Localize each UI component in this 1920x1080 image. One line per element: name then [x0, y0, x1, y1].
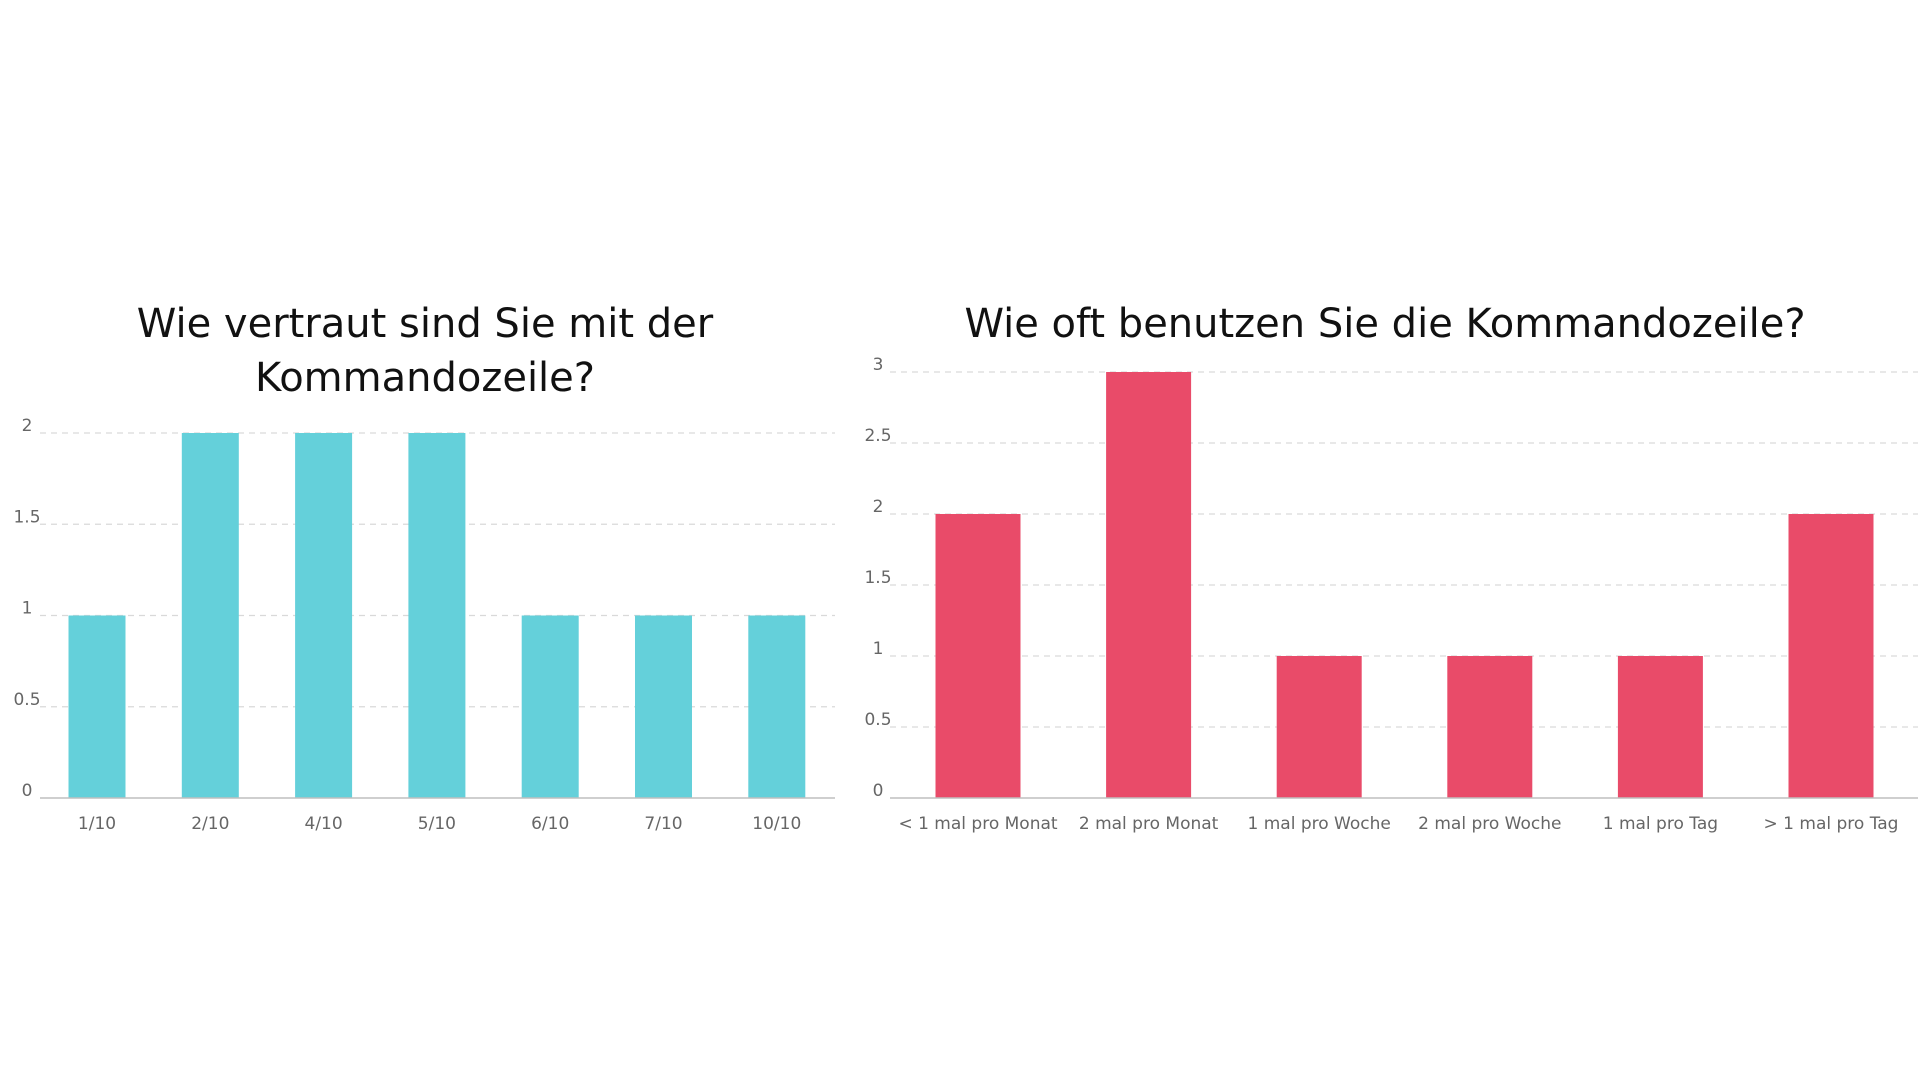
- chart-title-line-2: Kommandozeile?: [254, 355, 596, 401]
- y-tick-label: 0.5: [13, 690, 40, 710]
- bar: [68, 615, 126, 798]
- x-tick-label: 2 mal pro Woche: [1418, 814, 1561, 834]
- y-tick-label: 2.5: [864, 426, 891, 446]
- y-tick-label: 1: [22, 599, 33, 619]
- bar: [1276, 656, 1362, 798]
- bar: [1617, 656, 1703, 798]
- y-tick-label: 3: [873, 355, 884, 375]
- x-tick-label: 1/10: [78, 814, 116, 834]
- bar-chart-familiarity: 0 0.5 1 1.5 2 1/10 2/10 4/10 5/10 6/10 7/10 10/10: [13, 416, 835, 834]
- x-tick-label: 7/10: [644, 814, 682, 834]
- chart-title: Wie oft benutzen Sie die Kommandozeile?: [850, 297, 1920, 351]
- bar: [748, 615, 806, 798]
- x-tick-label: 1 mal pro Woche: [1248, 814, 1391, 834]
- y-tick-label: 1.5: [13, 507, 40, 527]
- bar: [1788, 514, 1874, 798]
- x-tick-label: < 1 mal pro Monat: [898, 814, 1057, 834]
- bar: [1447, 656, 1533, 798]
- chart-title-line-1: Wie oft benutzen Sie die Kommandozeile?: [964, 301, 1806, 347]
- x-tick-label: 4/10: [305, 814, 343, 834]
- y-tick-label: 1: [873, 639, 884, 659]
- x-tick-label: 2/10: [191, 814, 229, 834]
- x-tick-label: 6/10: [531, 814, 569, 834]
- chart-title-line-1: Wie vertraut sind Sie mit der: [136, 301, 714, 347]
- bar-chart-frequency: 0 0.5 1 1.5 2 2.5 3 < 1 mal pro Monat 2 mal pro …: [864, 355, 1918, 834]
- chart-frequency: Wie oft benutzen Sie die Kommandozeile? …: [850, 0, 1920, 1080]
- x-tick-label: 2 mal pro Monat: [1079, 814, 1219, 834]
- y-tick-label: 1.5: [864, 568, 891, 588]
- bar: [408, 433, 466, 798]
- y-tick-label: 2: [873, 497, 884, 517]
- bar: [181, 433, 239, 798]
- x-tick-label: 1 mal pro Tag: [1603, 814, 1718, 834]
- x-tick-label: > 1 mal pro Tag: [1764, 814, 1899, 834]
- bar: [295, 433, 353, 798]
- bar: [521, 615, 579, 798]
- y-tick-label: 2: [22, 416, 33, 436]
- chart-familiarity: Wie vertraut sind Sie mit der Kommandoze…: [0, 0, 850, 1080]
- bar: [635, 615, 692, 798]
- y-tick-label: 0: [22, 781, 33, 801]
- chart-title: Wie vertraut sind Sie mit der Kommandoze…: [0, 297, 850, 405]
- bar: [935, 514, 1021, 798]
- bar: [1106, 372, 1192, 798]
- x-tick-label: 5/10: [418, 814, 456, 834]
- y-tick-label: 0.5: [864, 710, 891, 730]
- x-tick-label: 10/10: [752, 814, 801, 834]
- y-tick-label: 0: [873, 781, 884, 801]
